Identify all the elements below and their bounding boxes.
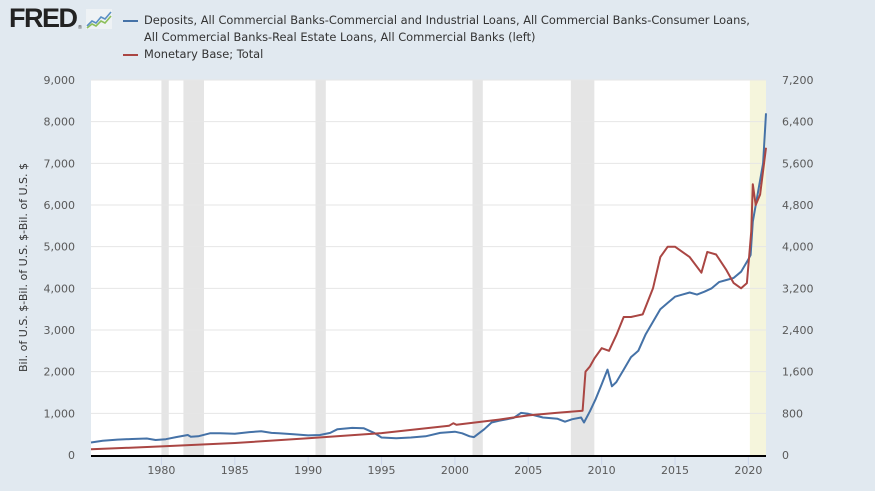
logo-text: FRED [9,3,78,33]
y-right-tick-label: 2,400 [782,324,814,337]
recession-bands [161,80,766,455]
y-axis-title: Bil. of U.S. $-Bil. of U.S. $-Bil. of U.… [17,163,30,372]
legend-item-deposits[interactable]: Deposits, All Commercial Banks-Commercia… [123,12,750,46]
y-right-tick-label: 0 [782,449,789,462]
recession-band [183,80,204,455]
x-tick-label: 1980 [147,464,175,477]
legend-swatch-monetary-base [123,54,138,56]
y-left-tick-label: 0 [68,449,75,462]
legend-swatch-deposits [123,20,138,22]
recession-band [472,80,483,455]
fred-logo[interactable]: FRED ® [9,3,112,33]
y-left-tick-label: 9,000 [44,74,76,87]
y-left-tick-label: 6,000 [44,199,76,212]
y-left-tick-label: 3,000 [44,324,76,337]
registered-mark: ® [77,25,83,31]
y-left-tick-label: 8,000 [44,116,76,129]
x-tick-label: 2020 [734,464,762,477]
y-left-tick-label: 5,000 [44,241,76,254]
y-right-tick-label: 800 [782,407,803,420]
x-tick-label: 1990 [294,464,322,477]
x-axis-ticks: 1980 1985 1990 1995 2000 2005 2010 2015 2020 [147,457,762,477]
y-right-tick-label: 5,600 [782,157,814,170]
x-tick-label: 2010 [588,464,616,477]
legend-label-deposits: Deposits, All Commercial Banks-Commercia… [144,13,750,44]
y-left-tick-label: 1,000 [44,407,76,420]
recession-band [315,80,326,455]
legend-label-monetary-base: Monetary Base; Total [144,47,264,61]
y-right-tick-label: 4,800 [782,199,814,212]
y-left-tick-label: 7,000 [44,157,76,170]
y-right-tick-label: 4,000 [782,241,814,254]
recession-band [161,80,169,455]
legend-item-monetary-base[interactable]: Monetary Base; Total [123,46,750,63]
chart-legend: Deposits, All Commercial Banks-Commercia… [123,12,750,63]
gridlines [91,79,766,414]
y-left-tick-label: 4,000 [44,282,76,295]
series-line-monetary-base [90,147,767,451]
x-tick-label: 1995 [368,464,396,477]
x-tick-label: 1985 [221,464,249,477]
x-tick-label: 2015 [661,464,689,477]
y-right-tick-label: 6,400 [782,116,814,129]
highlight-band [749,80,766,455]
y-axis-left-ticks: 0 1,000 2,000 3,000 4,000 5,000 6,000 7,000 8,00… [44,74,76,462]
x-tick-label: 2005 [514,464,542,477]
y-right-tick-label: 3,200 [782,282,814,295]
x-tick-label: 2000 [441,464,469,477]
recession-band [570,80,595,455]
y-right-tick-label: 7,200 [782,74,814,87]
y-right-tick-label: 1,600 [782,366,814,379]
y-left-tick-label: 2,000 [44,366,76,379]
series-lines [90,113,767,451]
line-chart-icon [85,9,112,33]
y-axis-right-ticks: 0 800 1,600 2,400 3,200 4,000 4,800 5,600 6,400 7… [782,74,814,462]
